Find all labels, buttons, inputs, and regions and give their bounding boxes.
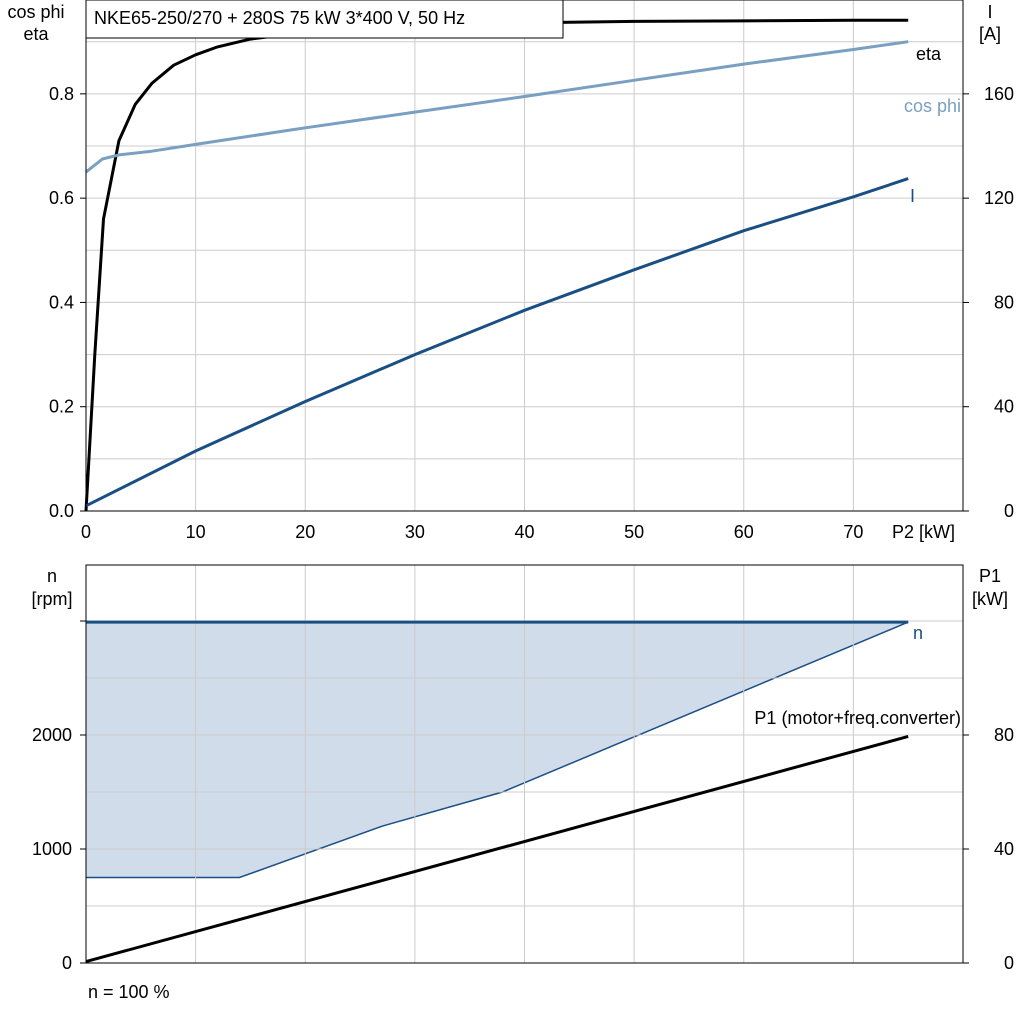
- bottom-right-axis-label-1: P1: [979, 566, 1001, 586]
- top-right-tick-label: 120: [984, 188, 1014, 208]
- top-right-axis-label-1: I: [987, 2, 992, 22]
- series-line-P1: [85, 734, 909, 964]
- series-line-eta: [84, 18, 909, 512]
- top-x-tick-label: 20: [295, 522, 315, 542]
- bottom-left-tick-label: 0: [62, 953, 72, 973]
- bottom-plot-frame: [85, 564, 964, 964]
- speed-range-fill: [86, 622, 909, 878]
- top-left-axis-label-1: cos phi: [7, 2, 64, 22]
- bottom-ticks: 0 1000 2000 0 40 80: [32, 620, 1014, 973]
- top-x-tick-label: 70: [843, 522, 863, 542]
- top-x-tick-label: 10: [186, 522, 206, 542]
- top-x-tick-label: 40: [514, 522, 534, 542]
- speed-range-region: [86, 621, 909, 879]
- top-x-tick-label: 30: [405, 522, 425, 542]
- top-left-tick-label: 0.0: [49, 501, 74, 521]
- bottom-left-axis-label-2: [rpm]: [31, 589, 72, 609]
- top-right-tick-label: 80: [994, 292, 1014, 312]
- top-right-tick-label: 40: [994, 397, 1014, 417]
- top-right-tick-label: 0: [1004, 501, 1014, 521]
- top-ticks: 0 10 20 30 40 50 60 70 0.0 0.2 0.4 0.6 0.8 0 40 80 120 16…: [49, 84, 1014, 542]
- bottom-right-tick-label: 0: [1004, 953, 1014, 973]
- bottom-right-tick-label: 80: [994, 725, 1014, 745]
- bottom-left-axis-label-1: n: [47, 566, 57, 586]
- series-label-n: n: [913, 623, 923, 643]
- top-plot-frame: [85, 0, 964, 512]
- top-x-tick-label: 50: [624, 522, 644, 542]
- bottom-left-tick-label: 2000: [32, 725, 72, 745]
- chart-title: NKE65-250/270 + 280S 75 kW 3*400 V, 50 H…: [94, 8, 465, 28]
- bottom-right-axis-label-2: [kW]: [972, 589, 1008, 609]
- title-box: [85, 0, 564, 39]
- bottom-chart: 0 1000 2000 0 40 80 n [rpm] P1 [kW] n P1 (mot…: [31, 564, 1014, 1002]
- top-grid: [86, 0, 963, 511]
- top-right-tick-label: 160: [984, 84, 1014, 104]
- series-label-p1: P1 (motor+freq.converter): [754, 708, 961, 728]
- bottom-series: [85, 620, 909, 964]
- series-label-cos-phi: cos phi: [904, 96, 961, 116]
- series-label-current: I: [910, 186, 915, 206]
- top-x-tick-label: 0: [81, 522, 91, 542]
- series-label-eta: eta: [916, 44, 942, 64]
- top-chart: 0 10 20 30 40 50 60 70 0.0 0.2 0.4 0.6 0.8 0 40 80 120 16…: [7, 0, 1014, 542]
- top-left-axis-label-2: eta: [23, 24, 49, 44]
- top-left-tick-label: 0.4: [49, 292, 74, 312]
- bottom-right-tick-label: 40: [994, 839, 1014, 859]
- series-line-I: [85, 177, 909, 508]
- top-left-tick-label: 0.8: [49, 84, 74, 104]
- footnote: n = 100 %: [88, 982, 170, 1002]
- bottom-left-tick-label: 1000: [32, 839, 72, 859]
- top-series: [84, 18, 909, 512]
- top-x-tick-label: 60: [734, 522, 754, 542]
- top-right-axis-label-2: [A]: [979, 24, 1001, 44]
- top-x-axis-label: P2 [kW]: [892, 522, 955, 542]
- top-left-tick-label: 0.2: [49, 397, 74, 417]
- top-left-tick-label: 0.6: [49, 188, 74, 208]
- series-line-cos-phi: [85, 40, 909, 174]
